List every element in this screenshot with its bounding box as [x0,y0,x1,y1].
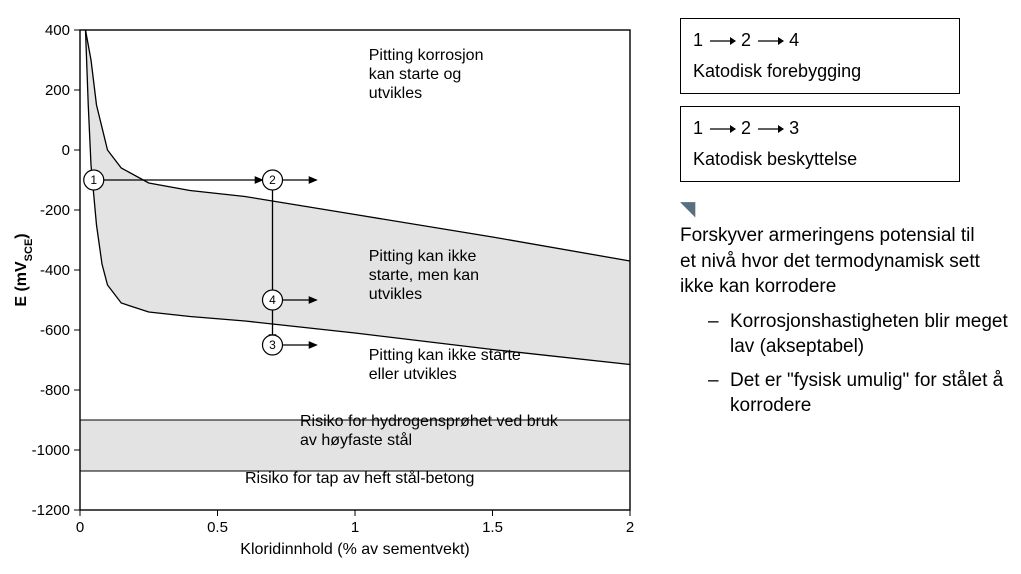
svg-text:Pitting korrosjon: Pitting korrosjon [369,47,484,64]
svg-text:0: 0 [76,519,84,536]
svg-text:-1000: -1000 [32,442,70,459]
legend-seq-1: 1 2 4 [693,27,947,54]
chart-svg: 0 0.5 1 1.5 2 -1200 -1000 -800 -600 -400 -200 0 200 4… [10,10,650,564]
svg-text:av høyfaste stål: av høyfaste stål [300,431,412,449]
svg-text:utvikles: utvikles [369,286,422,303]
legend-label-1: Katodisk forebygging [693,58,947,85]
svg-text:-600: -600 [40,322,70,339]
svg-text:Pitting kan ikke starte: Pitting kan ikke starte [369,347,521,364]
svg-text:3: 3 [269,338,276,352]
legend-box-prevention: 1 2 4 Katodisk forebygging [680,18,960,94]
svg-text:-200: -200 [40,202,70,219]
svg-text:2: 2 [626,519,634,536]
svg-text:starte, men kan: starte, men kan [369,267,479,284]
svg-text:-800: -800 [40,382,70,399]
sub-bullet-1: Korrosjonshastigheten blir meget lav (ak… [708,310,1011,359]
svg-text:kan starte og: kan starte og [369,66,462,83]
sub-bullet-2: Det er "fysisk umulig" for stålet å korr… [708,369,1011,418]
svg-text:Kloridinnhold (% av sementvekt: Kloridinnhold (% av sementvekt) [240,541,469,558]
main-paragraph: Forskyver armeringens potensial til et n… [680,223,990,300]
potential-chloride-chart: 0 0.5 1 1.5 2 -1200 -1000 -800 -600 -400 -200 0 200 4… [10,10,650,564]
main-text-block: ◥ Forskyver armeringens potensial til et… [680,196,1011,419]
svg-text:utvikles: utvikles [369,85,422,102]
svg-text:Pitting kan ikke: Pitting kan ikke [369,248,477,265]
svg-text:-400: -400 [40,262,70,279]
svg-text:Risiko for tap av heft stål-be: Risiko for tap av heft stål-betong [245,469,474,487]
svg-text:0.5: 0.5 [207,519,228,536]
side-panel: 1 2 4 Katodisk forebygging 1 2 3 Katodis… [650,10,1011,564]
legend-box-protection: 1 2 3 Katodisk beskyttelse [680,106,960,182]
svg-text:2: 2 [269,173,276,187]
legend-label-2: Katodisk beskyttelse [693,146,947,173]
svg-text:1.5: 1.5 [482,519,503,536]
svg-text:4: 4 [269,293,276,307]
svg-text:1: 1 [90,173,97,187]
svg-text:E (mVSCE): E (mVSCE) [13,233,35,306]
svg-text:200: 200 [45,82,70,99]
bullet-marker-icon: ◥ [680,196,695,223]
svg-text:1: 1 [351,519,359,536]
svg-text:-1200: -1200 [32,502,70,519]
svg-text:400: 400 [45,22,70,39]
legend-seq-2: 1 2 3 [693,115,947,142]
svg-text:eller utvikles: eller utvikles [369,366,457,383]
sub-bullets: Korrosjonshastigheten blir meget lav (ak… [708,310,1011,419]
svg-text:0: 0 [62,142,70,159]
svg-text:Risiko for hydrogensprøhet ved: Risiko for hydrogensprøhet ved bruk [300,413,559,430]
